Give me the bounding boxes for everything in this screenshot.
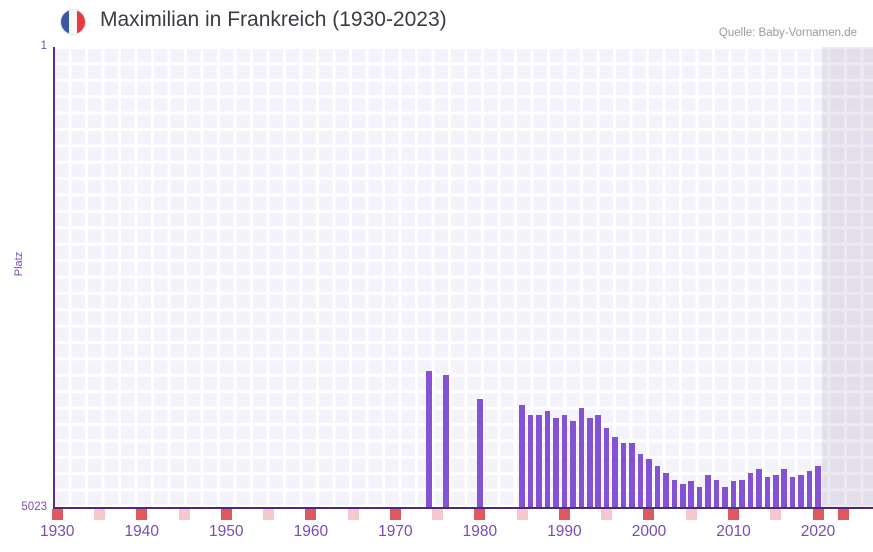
x-axis-line — [53, 507, 873, 509]
x-axis-tick-label: 1990 — [547, 523, 582, 540]
x-axis-tick-mark — [643, 509, 655, 520]
bar — [536, 415, 542, 508]
x-axis-tick-mark — [601, 509, 613, 520]
chart-header: Maximilian in Frankreich (1930-2023) Que… — [0, 0, 873, 44]
bar — [705, 474, 711, 508]
x-axis-tick-mark — [389, 509, 401, 520]
bar — [519, 404, 525, 508]
x-axis-tick-mark — [432, 509, 444, 520]
bar — [477, 398, 483, 508]
france-flag-icon — [60, 9, 86, 35]
x-axis-tick-label: 2020 — [800, 523, 836, 540]
x-axis-tick-mark — [93, 509, 105, 520]
x-axis-tick-mark — [728, 509, 739, 520]
y-axis-title: Platz — [13, 251, 25, 277]
x-axis-tick-mark — [837, 509, 849, 520]
bar — [747, 472, 754, 508]
bar — [806, 471, 813, 508]
y-axis-tick-top: 1 — [40, 40, 47, 52]
bar — [756, 469, 762, 508]
x-axis-tick-mark — [136, 509, 148, 520]
x-axis-tick-mark — [558, 509, 570, 520]
flag-band-red — [76, 10, 85, 34]
grid-lines — [53, 47, 873, 508]
bar — [426, 370, 432, 508]
x-axis-ticks: 1930 1940 1950 1960 1970 1980 1990 2000 2010 2020 — [0, 509, 873, 552]
bar — [629, 442, 635, 508]
bar — [772, 474, 779, 508]
y-axis-line — [53, 47, 55, 509]
bar — [570, 421, 576, 508]
x-axis-tick-label: 1940 — [124, 523, 159, 540]
bar — [688, 481, 695, 508]
bar — [730, 481, 737, 508]
bar — [663, 472, 669, 508]
bar — [612, 437, 618, 508]
x-axis-tick-label: 1970 — [378, 523, 413, 540]
x-axis-tick-label: 2000 — [631, 523, 667, 540]
source-attribution: Quelle: Baby-Vornamen.de — [718, 27, 857, 39]
bar — [603, 427, 610, 508]
x-axis-tick-mark — [263, 509, 275, 520]
x-axis-tick-label: 1930 — [39, 523, 75, 540]
bar — [443, 374, 449, 508]
bar — [671, 480, 678, 508]
bar — [654, 466, 661, 508]
bar — [696, 486, 703, 508]
bar — [544, 411, 551, 508]
bar — [798, 474, 804, 508]
x-axis-tick-mark — [770, 509, 782, 520]
bar — [637, 453, 644, 508]
bar — [722, 486, 728, 508]
bar — [789, 476, 796, 508]
bar — [553, 417, 559, 508]
x-axis-tick-label: 1950 — [209, 523, 244, 540]
bar — [527, 415, 534, 508]
bar — [646, 459, 652, 508]
x-axis-tick-mark — [347, 509, 359, 520]
bar — [587, 417, 593, 508]
flag-band-blue — [61, 10, 69, 34]
x-axis-tick-mark — [305, 509, 317, 520]
chart-title: Maximilian in Frankreich (1930-2023) — [100, 8, 447, 31]
x-axis-tick-mark — [685, 509, 697, 520]
flag-band-white — [68, 10, 77, 34]
bar-series — [53, 47, 873, 508]
plot-area — [53, 47, 873, 508]
bar — [620, 442, 627, 508]
bar — [561, 415, 568, 508]
y-axis-tick-bottom: 5023 — [21, 501, 47, 513]
bar — [739, 480, 745, 508]
x-axis-tick-mark — [516, 509, 528, 520]
x-axis-tick-label: 1960 — [293, 523, 329, 540]
bar — [781, 469, 788, 508]
bar — [680, 483, 686, 508]
x-axis-tick-label: 2010 — [716, 523, 751, 540]
bar — [815, 465, 821, 508]
x-axis-tick-mark — [178, 509, 190, 520]
x-axis-tick-mark — [220, 509, 232, 520]
x-axis-tick-mark — [474, 509, 486, 520]
no-data-shaded-band — [822, 47, 873, 508]
x-axis-tick-mark — [51, 509, 63, 520]
bar — [764, 476, 771, 508]
x-axis-tick-label: 1980 — [462, 523, 498, 540]
x-axis-tick-mark — [812, 509, 824, 520]
bar — [713, 480, 720, 508]
bar — [595, 415, 602, 508]
bar — [578, 407, 585, 508]
